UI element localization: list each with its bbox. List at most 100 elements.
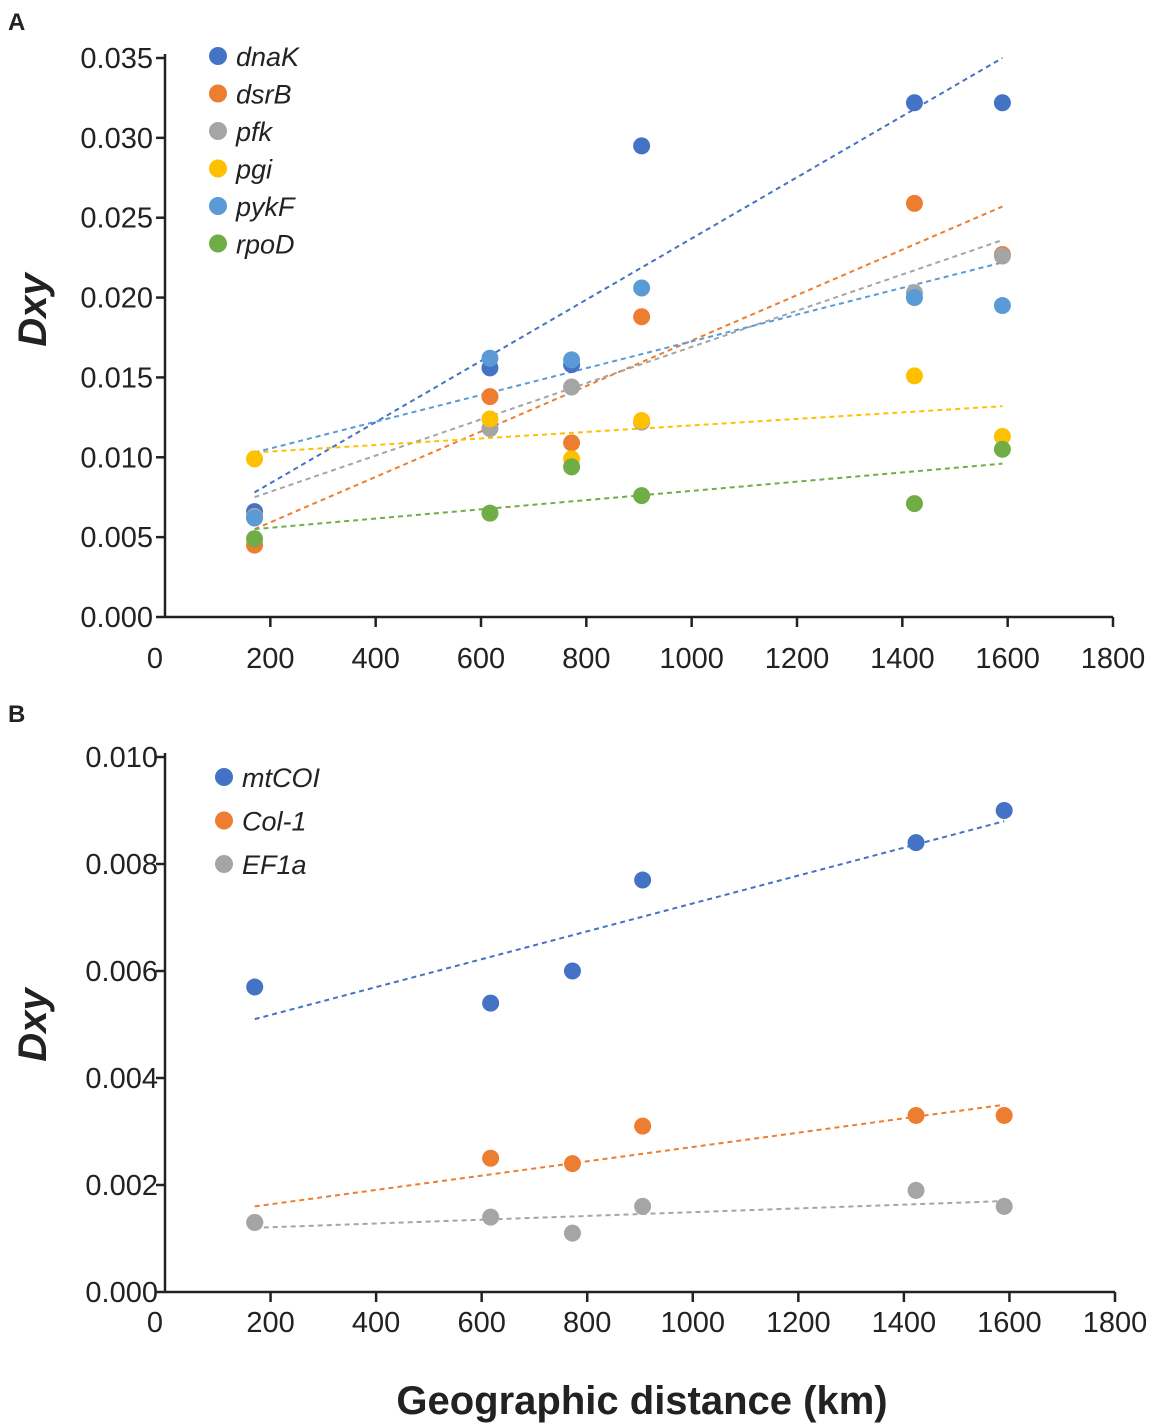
x-tick-label: 1000 [659, 643, 724, 675]
legend-marker-dsrb [209, 84, 227, 103]
data-point-pgi [905, 367, 923, 385]
legend-label-rpod: rpoD [236, 230, 295, 260]
data-point-ef1a [482, 1208, 500, 1226]
data-point-dsrb [481, 388, 499, 406]
data-point-mtcoi [995, 802, 1013, 819]
x-tick-label: 600 [457, 1307, 505, 1339]
legend-label-mtcoi: mtCOI [242, 763, 320, 793]
y-tick-label: 0.006 [85, 956, 158, 988]
x-tick-label: 1400 [870, 643, 935, 675]
data-point-ef1a [995, 1197, 1013, 1215]
x-tick-label: 600 [457, 643, 505, 675]
legend-label-pgi: pgi [235, 155, 273, 185]
data-point-dsrb [633, 308, 651, 326]
legend-marker-ef1a [215, 855, 233, 873]
y-tick-label: 0.030 [80, 123, 153, 155]
x-tick-label: 400 [352, 1307, 400, 1339]
data-point-dsrb [563, 434, 581, 452]
data-point-ef1a [907, 1181, 925, 1199]
legend-label-pfk: pfk [235, 117, 274, 147]
legend-marker-col-1 [215, 811, 233, 830]
data-point-pykf [633, 279, 651, 297]
legend-marker-mtcoi [215, 768, 233, 786]
x-tick-label: 1200 [765, 643, 830, 675]
x-tick-label: 0 [147, 1307, 163, 1339]
x-tick-label: 800 [563, 1307, 611, 1339]
data-point-pykf [993, 297, 1011, 315]
legend-marker-dnak [209, 47, 227, 65]
data-point-dnak [905, 94, 923, 112]
x-tick-label: 1600 [977, 1307, 1042, 1339]
x-tick-label: 1800 [1083, 1307, 1148, 1339]
data-point-col-1 [907, 1106, 925, 1124]
legend-label-pykf: pykF [235, 192, 296, 222]
data-point-rpod [246, 530, 264, 548]
data-point-dnak [993, 94, 1011, 112]
data-point-rpod [905, 495, 923, 513]
data-point-pgi [481, 410, 499, 428]
data-point-dnak [633, 137, 651, 155]
panel-label-b: B [8, 701, 25, 728]
y-tick-label: 0.020 [80, 283, 153, 315]
data-point-ef1a [563, 1224, 581, 1242]
data-point-mtcoi [482, 994, 500, 1012]
x-tick-label: 200 [246, 643, 294, 675]
data-point-rpod [633, 487, 651, 505]
y-tick-label: 0.000 [85, 1277, 158, 1309]
data-point-pykf [246, 509, 264, 527]
data-point-pykf [563, 351, 581, 369]
y-tick-label: 0.005 [80, 522, 153, 554]
legend-label-dnak: dnaK [236, 42, 300, 72]
trend-line-pfk [254, 239, 1003, 499]
trend-line-dnak [254, 57, 1003, 494]
x-tick-label: 400 [351, 643, 399, 675]
y-tick-label: 0.015 [80, 362, 153, 394]
x-tick-label: 800 [562, 643, 610, 675]
y-tick-label: 0.010 [85, 742, 158, 774]
data-point-col-1 [482, 1149, 500, 1167]
chart-panel-b: B Dxy Geographic distance (km) 0.000 0.00… [8, 701, 1147, 1423]
data-point-rpod [563, 458, 581, 476]
legend-label-col-1: Col-1 [242, 807, 307, 837]
x-tick-label: 1800 [1081, 643, 1146, 675]
trend-line-pykf [254, 261, 1003, 454]
x-tick-label: 1600 [975, 643, 1040, 675]
data-point-ef1a [246, 1213, 264, 1231]
data-point-ef1a [634, 1197, 652, 1215]
x-tick-label: 0 [147, 643, 163, 675]
trend-line-col-1 [254, 1103, 1005, 1208]
data-point-rpod [481, 504, 499, 522]
chart-panel-a: A Dxy 0.000 0.005 0.010 0.015 0.020 0.025 0.03… [8, 9, 1145, 675]
y-axis-label-b: Dxy [11, 987, 55, 1062]
data-point-pgi [993, 428, 1011, 446]
panel-label-a: A [8, 9, 25, 36]
trend-line-pgi [254, 405, 1003, 454]
x-tick-label: 1400 [872, 1307, 937, 1339]
x-axis-label: Geographic distance (km) [396, 1379, 887, 1423]
y-tick-label: 0.008 [85, 849, 158, 881]
data-point-pfk [993, 247, 1011, 265]
trend-line-ef1a [254, 1200, 1005, 1229]
y-tick-label: 0.002 [85, 1170, 158, 1202]
data-point-col-1 [563, 1155, 581, 1173]
legend-marker-pfk [209, 122, 227, 140]
data-point-dsrb [905, 194, 923, 212]
data-point-col-1 [634, 1117, 652, 1135]
x-tick-label: 200 [246, 1307, 294, 1339]
y-tick-label: 0.035 [80, 43, 153, 75]
data-point-mtcoi [907, 834, 925, 852]
trend-line-rpod [254, 462, 1003, 531]
y-tick-label: 0.004 [85, 1063, 158, 1095]
y-tick-label: 0.010 [80, 442, 153, 474]
y-axis-label-a: Dxy [11, 272, 55, 347]
data-point-pgi [246, 450, 264, 468]
trend-line-dsrb [254, 205, 1003, 531]
data-point-col-1 [995, 1106, 1013, 1124]
data-point-mtcoi [634, 871, 652, 889]
data-point-pfk [563, 378, 581, 396]
data-point-mtcoi [563, 962, 581, 980]
data-point-pykf [905, 289, 923, 307]
data-point-pykf [481, 349, 499, 367]
legend-marker-rpod [209, 234, 227, 253]
